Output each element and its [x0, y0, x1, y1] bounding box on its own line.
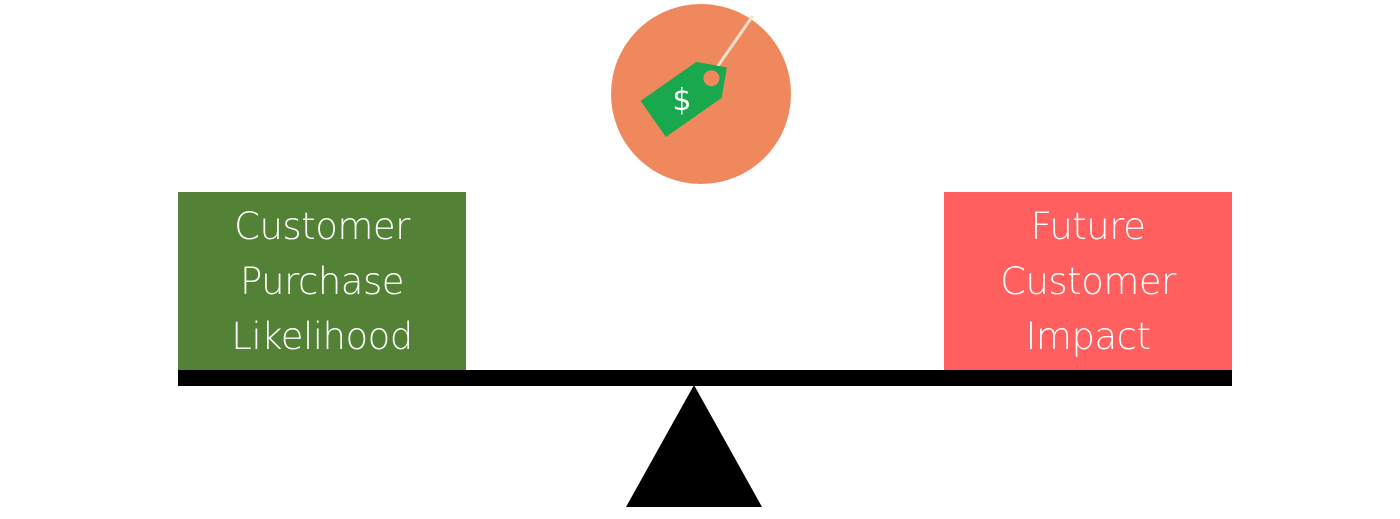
- balance-beam: [178, 370, 1232, 386]
- price-tag-icon: $: [611, 4, 791, 184]
- right-box-line-2: Customer: [1000, 259, 1176, 303]
- customer-purchase-likelihood-box: Customer Purchase Likelihood: [178, 192, 466, 370]
- left-box-line-2: Purchase: [239, 259, 405, 303]
- left-box-line-1: Customer: [234, 204, 410, 248]
- left-box-line-3: Likelihood: [231, 314, 413, 358]
- right-box-line-3: Impact: [1025, 314, 1151, 358]
- price-tag-string: [711, 15, 754, 75]
- fulcrum-triangle: [626, 385, 762, 507]
- price-tag-symbol: $: [672, 83, 691, 118]
- right-box-line-1: Future: [1030, 204, 1146, 248]
- future-customer-impact-box: Future Customer Impact: [944, 192, 1232, 370]
- price-tag-hole: [703, 70, 720, 87]
